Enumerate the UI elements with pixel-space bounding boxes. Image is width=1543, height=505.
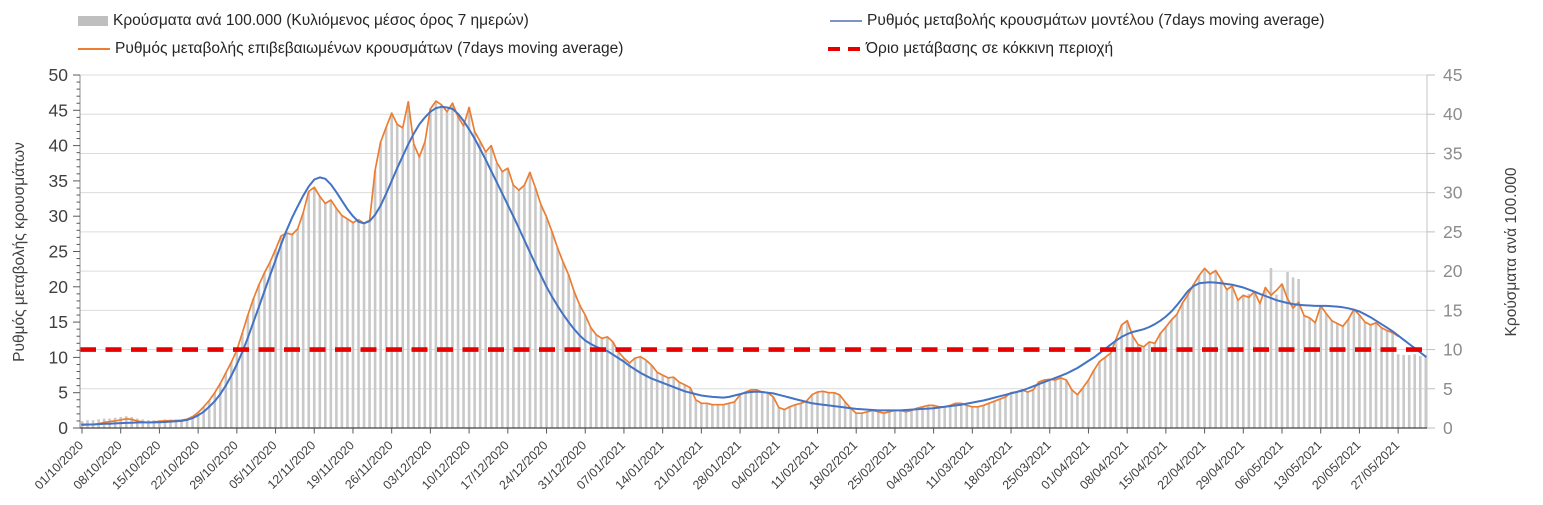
orange-line-swatch-icon <box>78 48 110 50</box>
left-tick-label: 15 <box>49 312 68 332</box>
red-dash-swatch-icon <box>828 46 861 52</box>
right-tick-label: 25 <box>1443 222 1462 242</box>
legend-label-confirmed-line: Ρυθμός μεταβολής επιβεβαιωμένων κρουσμάτ… <box>115 40 624 57</box>
right-tick-label: 40 <box>1443 104 1463 124</box>
right-tick-label: 45 <box>1443 65 1462 85</box>
left-tick-label: 0 <box>58 418 68 438</box>
left-axis: 0 5 10 15 20 25 30 35 40 45 50 <box>49 65 80 438</box>
right-tick-label: 0 <box>1443 418 1453 438</box>
left-tick-label: 40 <box>49 136 69 156</box>
right-axis-title: Κρούσματα ανά 100.000 <box>1503 167 1520 336</box>
right-axis: 0 5 10 15 20 25 30 35 40 45 <box>1427 65 1463 438</box>
right-tick-label: 30 <box>1443 183 1463 203</box>
legend-item-model-line: Ρυθμός μεταβολής κρουσμάτων μοντέλου (7d… <box>830 10 1325 32</box>
legend-label-threshold: Όριο μετάβασης σε κόκκινη περιοχή <box>866 40 1114 57</box>
right-tick-label: 5 <box>1443 379 1453 399</box>
left-tick-label: 20 <box>49 277 69 297</box>
left-tick-label: 5 <box>58 383 68 403</box>
blue-line-swatch-icon <box>830 20 862 22</box>
left-tick-label: 30 <box>49 206 69 226</box>
right-tick-label: 20 <box>1443 261 1463 281</box>
legend-item-cases-bars: Κρούσματα ανά 100.000 (Κυλιόμενος μέσος … <box>78 10 529 32</box>
right-tick-label: 15 <box>1443 300 1462 320</box>
left-tick-label: 25 <box>49 242 68 262</box>
left-tick-label: 35 <box>49 171 68 191</box>
chart-legend: Κρούσματα ανά 100.000 (Κυλιόμενος μέσος … <box>0 0 1543 64</box>
right-tick-label: 10 <box>1443 340 1463 360</box>
confirmed-rate-line <box>81 100 1399 427</box>
model-rate-line <box>81 105 1427 426</box>
left-tick-label: 10 <box>49 347 69 367</box>
left-tick-label: 50 <box>49 65 69 85</box>
legend-item-confirmed-line: Ρυθμός μεταβολής επιβεβαιωμένων κρουσμάτ… <box>78 38 623 60</box>
left-tick-label: 45 <box>49 100 68 120</box>
bar-swatch-icon <box>78 16 108 26</box>
legend-label-cases-bars: Κρούσματα ανά 100.000 (Κυλιόμενος μέσος … <box>113 12 529 29</box>
bars-series <box>80 101 1428 429</box>
left-axis-title: Ρυθμός μεταβολής κρουσμάτων <box>11 142 28 362</box>
legend-item-threshold: Όριο μετάβασης σε κόκκινη περιοχή <box>828 38 1113 60</box>
x-axis: 01/10/202008/10/202015/10/202022/10/2020… <box>32 428 1402 492</box>
legend-label-model-line: Ρυθμός μεταβολής κρουσμάτων μοντέλου (7d… <box>867 12 1325 29</box>
right-tick-label: 35 <box>1443 143 1462 163</box>
